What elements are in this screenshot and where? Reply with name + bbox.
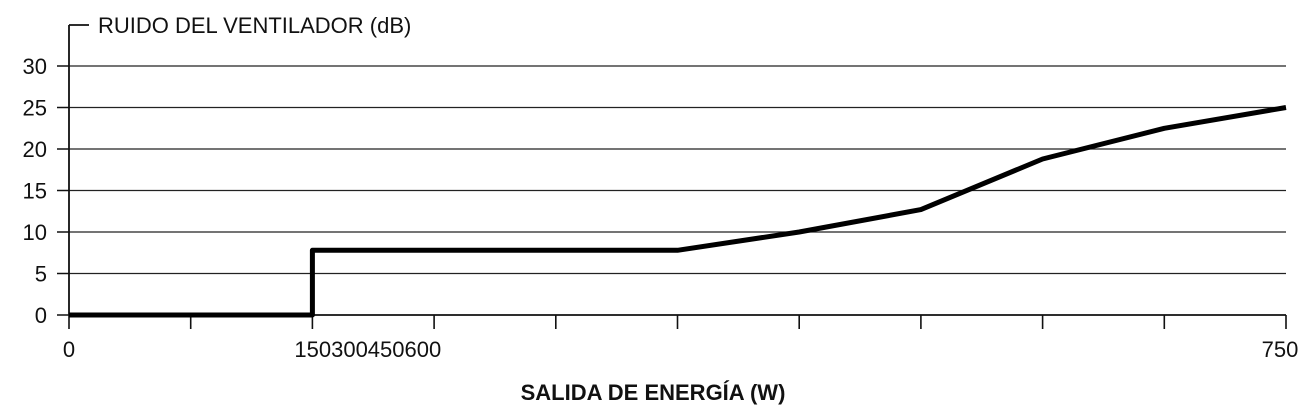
axis-layer: [57, 25, 1286, 329]
y-tick-label: 25: [23, 96, 47, 121]
series-layer: [69, 107, 1286, 315]
y-tick-label: 0: [35, 303, 47, 328]
y-tick-label: 5: [35, 262, 47, 287]
x-tick-label: 0: [63, 337, 75, 362]
grid-layer: [69, 66, 1286, 274]
x-tick-label: 150300450600: [294, 337, 441, 362]
y-tick-label: 20: [23, 137, 47, 162]
y-axis-title: RUIDO DEL VENTILADOR (dB): [98, 13, 411, 38]
y-tick-label: 10: [23, 220, 47, 245]
y-tick-label: 15: [23, 179, 47, 204]
y-tick-label: 30: [23, 54, 47, 79]
x-axis-title: SALIDA DE ENERGÍA (W): [521, 380, 786, 405]
x-tick-label: 750: [1262, 337, 1299, 362]
label-layer: RUIDO DEL VENTILADOR (dB) SALIDA DE ENER…: [23, 13, 1299, 405]
fan-noise-series-line: [69, 108, 1286, 316]
